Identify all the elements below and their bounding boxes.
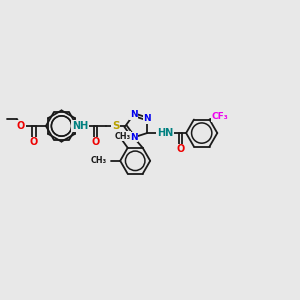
Text: O: O	[17, 121, 25, 131]
Text: O: O	[30, 137, 38, 147]
Text: CH₃: CH₃	[114, 132, 130, 141]
Text: O: O	[91, 137, 100, 147]
Text: N: N	[130, 110, 137, 119]
Text: CH₃: CH₃	[91, 156, 107, 165]
Text: N: N	[130, 133, 137, 142]
Text: S: S	[112, 121, 119, 131]
Text: CF₃: CF₃	[212, 112, 229, 121]
Text: NH: NH	[72, 121, 88, 131]
Text: O: O	[177, 144, 185, 154]
Text: HN: HN	[157, 128, 173, 138]
Text: N: N	[143, 114, 151, 123]
